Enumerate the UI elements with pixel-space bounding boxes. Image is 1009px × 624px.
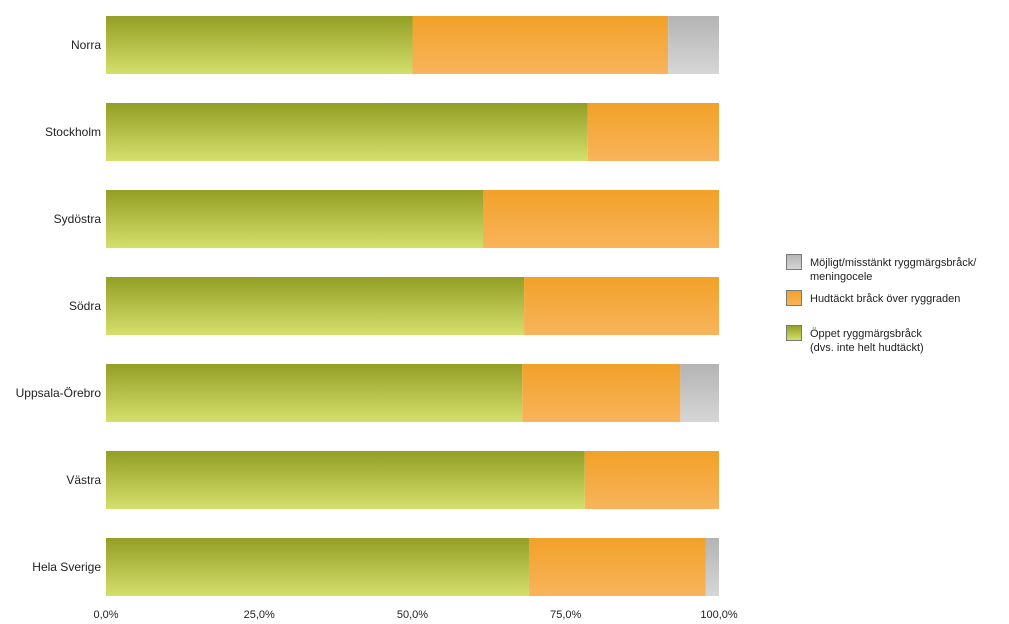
bar-uppsala-orebro-series-2 [680,364,719,422]
x-tick-label: 75,0% [550,609,581,621]
legend-swatch-series-0 [786,325,802,341]
category-label-vastra: Västra [66,473,101,487]
bar-norra-series-1 [412,16,669,74]
bar-norra-series-0 [106,16,413,74]
legend-label-series-1: Hudtäckt bråck över ryggraden [810,293,960,305]
bars-group [106,16,719,596]
x-tick-label: 50,0% [397,609,428,621]
bar-stockholm-series-1 [587,103,719,161]
category-label-sydostra: Sydöstra [54,212,102,226]
x-axis-tick-labels: 0,0% 25,0% 50,0% 75,0% 100,0% [93,609,737,621]
legend-swatch-series-2 [786,254,802,270]
category-label-sodra: Södra [69,299,101,313]
bar-sodra-series-0 [106,277,525,335]
bar-sydostra-series-1 [483,190,719,248]
bar-norra-series-2 [668,16,719,74]
bar-hela-sverige-series-2 [705,538,719,596]
bar-sodra-series-1 [524,277,719,335]
bar-stockholm-series-0 [106,103,588,161]
x-tick-label: 0,0% [93,609,118,621]
category-label-stockholm: Stockholm [45,125,101,139]
bar-vastra-series-1 [584,451,719,509]
legend-label-series-0: Öppet ryggmärgsbråck (dvs. inte helt hudt… [810,328,924,354]
bar-uppsala-orebro-series-1 [522,364,681,422]
category-labels: Norra Stockholm Sydöstra Södra Uppsala-Örebr… [16,38,102,574]
legend-label-series-2: Möjligt/misstänkt ryggmärgsbråck/meningo… [810,257,977,283]
category-label-norra: Norra [71,38,101,52]
legend: Möjligt/misstänkt ryggmärgsbråck/meningo… [786,254,977,354]
bar-hela-sverige-series-0 [106,538,529,596]
category-label-uppsala-orebro: Uppsala-Örebro [16,386,102,400]
category-label-hela-sverige: Hela Sverige [32,560,101,574]
legend-swatch-series-1 [786,290,802,306]
bar-sydostra-series-0 [106,190,483,248]
bar-uppsala-orebro-series-0 [106,364,523,422]
x-tick-label: 25,0% [244,609,275,621]
bar-vastra-series-0 [106,451,585,509]
x-tick-label: 100,0% [700,609,738,621]
bar-hela-sverige-series-1 [528,538,706,596]
